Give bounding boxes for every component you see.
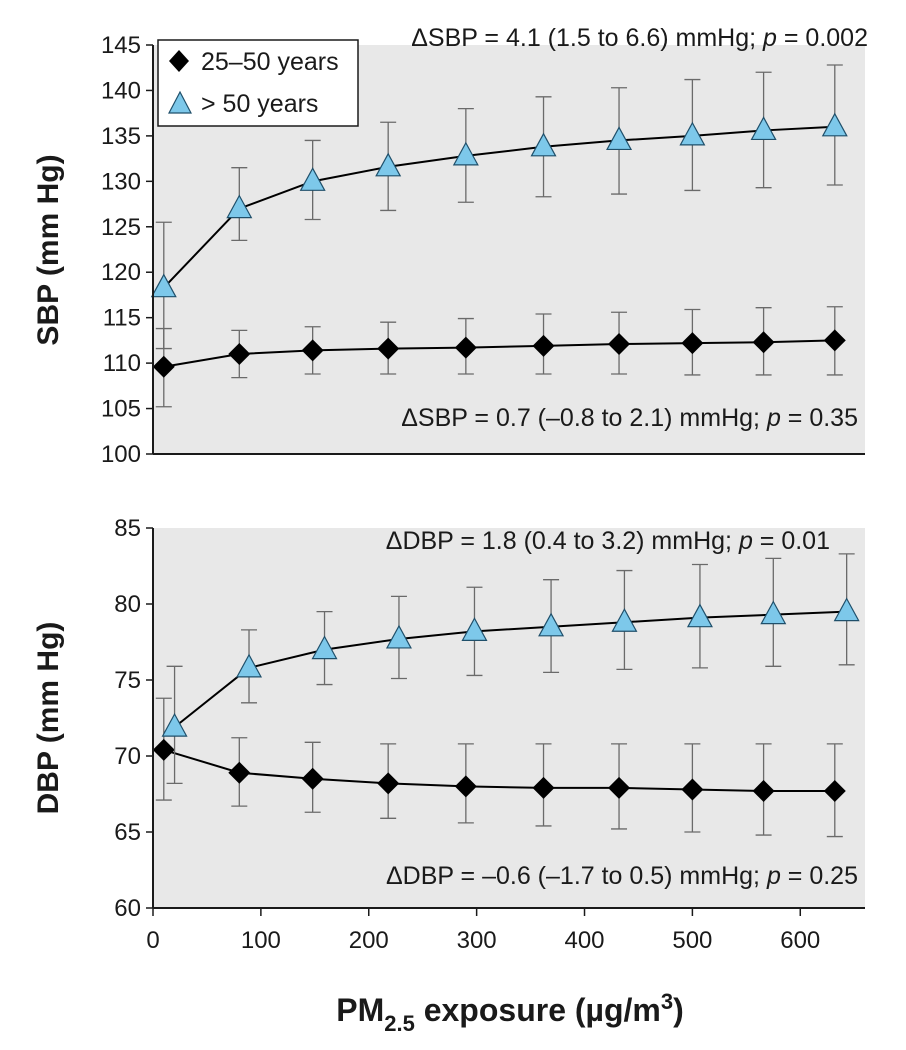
sbp-age-over-50-point <box>606 126 633 151</box>
dbp-plot-area <box>153 528 865 908</box>
dbp-age-25-50-point <box>454 775 477 798</box>
sbp-panel: 100 105 110 115 120 125 130 135 140 145 SBP (mm H… <box>32 24 868 468</box>
x-tick-label: 0 <box>146 927 159 954</box>
x-tick-label: 100 <box>241 927 281 954</box>
legend-label-25-50: 25–50 years <box>201 48 339 76</box>
x-tick-label: 300 <box>457 927 497 954</box>
dbp-y-tick-label: 80 <box>114 591 141 618</box>
sbp-age-25-50-point <box>681 332 704 355</box>
x-tick-label: 400 <box>564 927 604 954</box>
sbp-age-25-50-point <box>532 334 555 357</box>
dbp-age-over-50-point <box>161 712 188 737</box>
dbp-age-25-50-point <box>608 776 631 799</box>
legend-box <box>157 39 359 127</box>
sbp-y-tick-label: 100 <box>101 441 141 468</box>
sbp-age-over-50-point <box>226 194 253 219</box>
dbp-y-ticks: 60 65 70 75 80 85 <box>114 515 153 922</box>
x-axis-label: PM2.5 exposure (µg/m3) <box>336 989 684 1036</box>
x-tick-label: 600 <box>780 927 820 954</box>
dbp-age-over-50-point <box>461 617 488 641</box>
dbp-annotation-top: ΔDBP = 1.8 (0.4 to 3.2) mmHg; p = 0.01 <box>386 527 830 555</box>
dbp-marks <box>152 553 860 838</box>
sbp-y-tick-label: 140 <box>101 77 141 104</box>
sbp-y-tick-label: 115 <box>103 305 141 332</box>
dbp-age-25-50-point <box>228 761 251 784</box>
legend-diamond-marker <box>169 50 189 72</box>
sbp-y-ticks: 100 105 110 115 120 125 130 135 140 145 <box>101 32 153 468</box>
legend-label-over-50: > 50 years <box>201 90 318 118</box>
sbp-y-tick-label: 105 <box>101 396 141 423</box>
dbp-age-25-50-point <box>301 767 324 790</box>
sbp-age-over-50-point <box>375 152 402 177</box>
sbp-annotation-top: ΔSBP = 4.1 (1.5 to 6.6) mmHg; p = 0.002 <box>411 24 868 52</box>
dbp-y-tick-label: 60 <box>114 895 141 922</box>
dbp-age-25-50-point <box>823 779 846 802</box>
dbp-age-over-50-point <box>311 635 338 660</box>
dbp-age-over-50-point <box>385 624 412 649</box>
dbp-panel: 60 65 70 75 80 85 0 100 200 300 400 500 600 DBP (mm… <box>32 515 865 1036</box>
dbp-age-25-50-point <box>532 776 555 799</box>
dbp-y-tick-label: 70 <box>114 743 141 770</box>
sbp-age-25-50-point <box>228 343 251 366</box>
x-tick-label: 200 <box>349 927 389 954</box>
sbp-age-over-50-point <box>299 167 326 191</box>
sbp-age-25-50-point <box>377 337 400 360</box>
sbp-age-over-50-point <box>452 141 479 166</box>
dbp-age-over-50-line <box>173 610 847 728</box>
sbp-age-25-50-point <box>454 336 477 359</box>
sbp-y-tick-label: 125 <box>101 214 141 241</box>
dbp-y-axis-label: DBP (mm Hg) <box>32 622 65 815</box>
dbp-age-over-50-point <box>686 603 713 628</box>
dbp-y-tick-label: 75 <box>114 667 141 694</box>
dbp-y-tick-label: 65 <box>114 819 141 846</box>
dbp-y-tick-label: 85 <box>114 515 141 542</box>
dbp-age-25-50-point <box>152 738 175 761</box>
dbp-age-over-50-point <box>611 607 638 632</box>
dbp-age-25-50-point <box>681 778 704 801</box>
sbp-age-25-50-point <box>752 331 775 354</box>
sbp-y-tick-label: 110 <box>103 350 141 377</box>
dbp-age-over-50-point <box>538 612 565 637</box>
sbp-age-over-50-line <box>163 125 835 289</box>
sbp-age-25-50-point <box>608 333 631 356</box>
x-tick-label: 500 <box>672 927 712 954</box>
sbp-age-over-50-point <box>679 121 706 146</box>
sbp-y-tick-label: 130 <box>101 168 141 195</box>
sbp-age-25-50-point <box>301 339 324 362</box>
dbp-age-over-50-point <box>236 653 263 678</box>
sbp-age-25-50-point <box>152 355 175 378</box>
sbp-y-tick-label: 145 <box>101 32 141 59</box>
dbp-annotation-bottom: ΔDBP = –0.6 (–1.7 to 0.5) mmHg; p = 0.25 <box>386 862 858 890</box>
sbp-annotation-bottom: ΔSBP = 0.7 (–0.8 to 2.1) mmHg; p = 0.35 <box>401 404 858 432</box>
legend: 25–50 years > 50 years <box>157 39 359 127</box>
dbp-age-25-50-point <box>752 779 775 802</box>
sbp-age-25-50-point <box>823 329 846 352</box>
legend-triangle-marker <box>168 90 192 114</box>
dbp-age-over-50-point <box>760 600 787 625</box>
dbp-age-25-50-point <box>377 772 400 795</box>
sbp-y-tick-label: 135 <box>101 123 141 150</box>
sbp-age-over-50-point <box>750 116 777 141</box>
dbp-age-over-50-point <box>833 597 860 622</box>
sbp-y-tick-label: 120 <box>101 259 141 286</box>
sbp-age-over-50-point <box>530 132 557 157</box>
sbp-age-over-50-point <box>150 273 177 298</box>
sbp-y-axis-label: SBP (mm Hg) <box>32 154 65 345</box>
sbp-age-over-50-point <box>821 112 848 137</box>
sbp-age-25-50-line <box>163 339 835 368</box>
sbp-marks <box>150 64 848 408</box>
dbp-age-25-50-line <box>163 748 835 792</box>
dbp-x-ticks: 0 100 200 300 400 500 600 <box>146 908 820 954</box>
